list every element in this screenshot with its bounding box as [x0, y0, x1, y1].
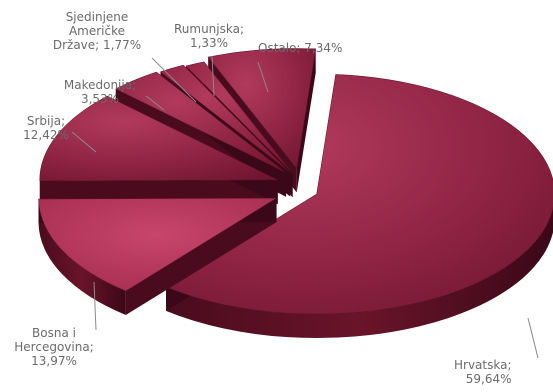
slice-label-sad-line2: Američke	[68, 24, 126, 38]
leader-line-ostalo	[257, 61, 269, 93]
pie-slice-side-hrvatska	[165, 208, 553, 339]
pie-slice-srbija	[39, 95, 278, 205]
slice-label-sad-line3: Države; 1,77%	[52, 38, 142, 52]
slice-label-ostalo-text: Ostalo; 7,34%	[258, 41, 343, 55]
pie-slice-top-makedonija	[115, 71, 287, 173]
pie-slice-top-bih	[38, 197, 278, 292]
pie-slice-top-sad	[159, 64, 291, 173]
slice-label-ostalo: Ostalo; 7,34%	[258, 41, 342, 55]
pie-slice-cut-ostalo-1	[296, 48, 316, 193]
slice-label-hrvatska: Hrvatska; 59,64%	[454, 358, 512, 386]
slice-label-bih-line1: Bosna i	[32, 326, 76, 340]
pie-slice-top-rumunjska	[185, 61, 293, 174]
slice-label-bih-value: 13,97%	[31, 354, 77, 368]
slice-label-srbija-value: 12,42%	[23, 128, 69, 142]
slice-label-bih-line2: Hercegovina;	[14, 340, 94, 354]
leader-line-hrvatska	[527, 317, 539, 359]
leader-line-rumunjska	[211, 55, 215, 97]
slice-label-makedonija: Makedonija; 3,53%	[52, 78, 148, 106]
slice-label-srbija: Srbija; 12,42%	[14, 114, 78, 142]
pie-slice-hrvatska	[165, 74, 553, 339]
slice-label-makedonija-name: Makedonija;	[63, 78, 137, 92]
pie-slice-cut-bih-0	[125, 198, 277, 315]
leader-line-sad	[151, 57, 197, 103]
slice-label-rumunjska: Rumunjska; 1,33%	[166, 22, 252, 50]
slice-label-makedonija-value: 3,53%	[80, 92, 120, 106]
slice-label-hrvatska-name: Hrvatska;	[454, 358, 512, 372]
leader-line-makedonija	[145, 95, 165, 111]
slice-label-hrvatska-value: 59,64%	[465, 372, 512, 386]
leader-line-bih	[93, 281, 97, 331]
slice-label-bih: Bosna i Hercegovina; 13,97%	[4, 326, 104, 368]
slice-label-sad-line1: Sjedinjene	[65, 10, 129, 24]
pie-slice-side-bih	[38, 198, 126, 315]
leader-line-srbija	[71, 131, 97, 153]
pie-slice-top-ostalo	[207, 48, 317, 170]
slice-label-srbija-name: Srbija;	[26, 114, 66, 128]
pie-slice-bih	[38, 197, 278, 315]
slice-label-rumunjska-value: 1,33%	[189, 36, 229, 50]
pie-slice-top-hrvatska	[165, 74, 553, 315]
pie-slice-top-srbija	[39, 95, 278, 182]
slice-label-sad: Sjedinjene Američke Države; 1,77%	[36, 10, 158, 52]
slice-label-rumunjska-name: Rumunjska;	[173, 22, 245, 36]
